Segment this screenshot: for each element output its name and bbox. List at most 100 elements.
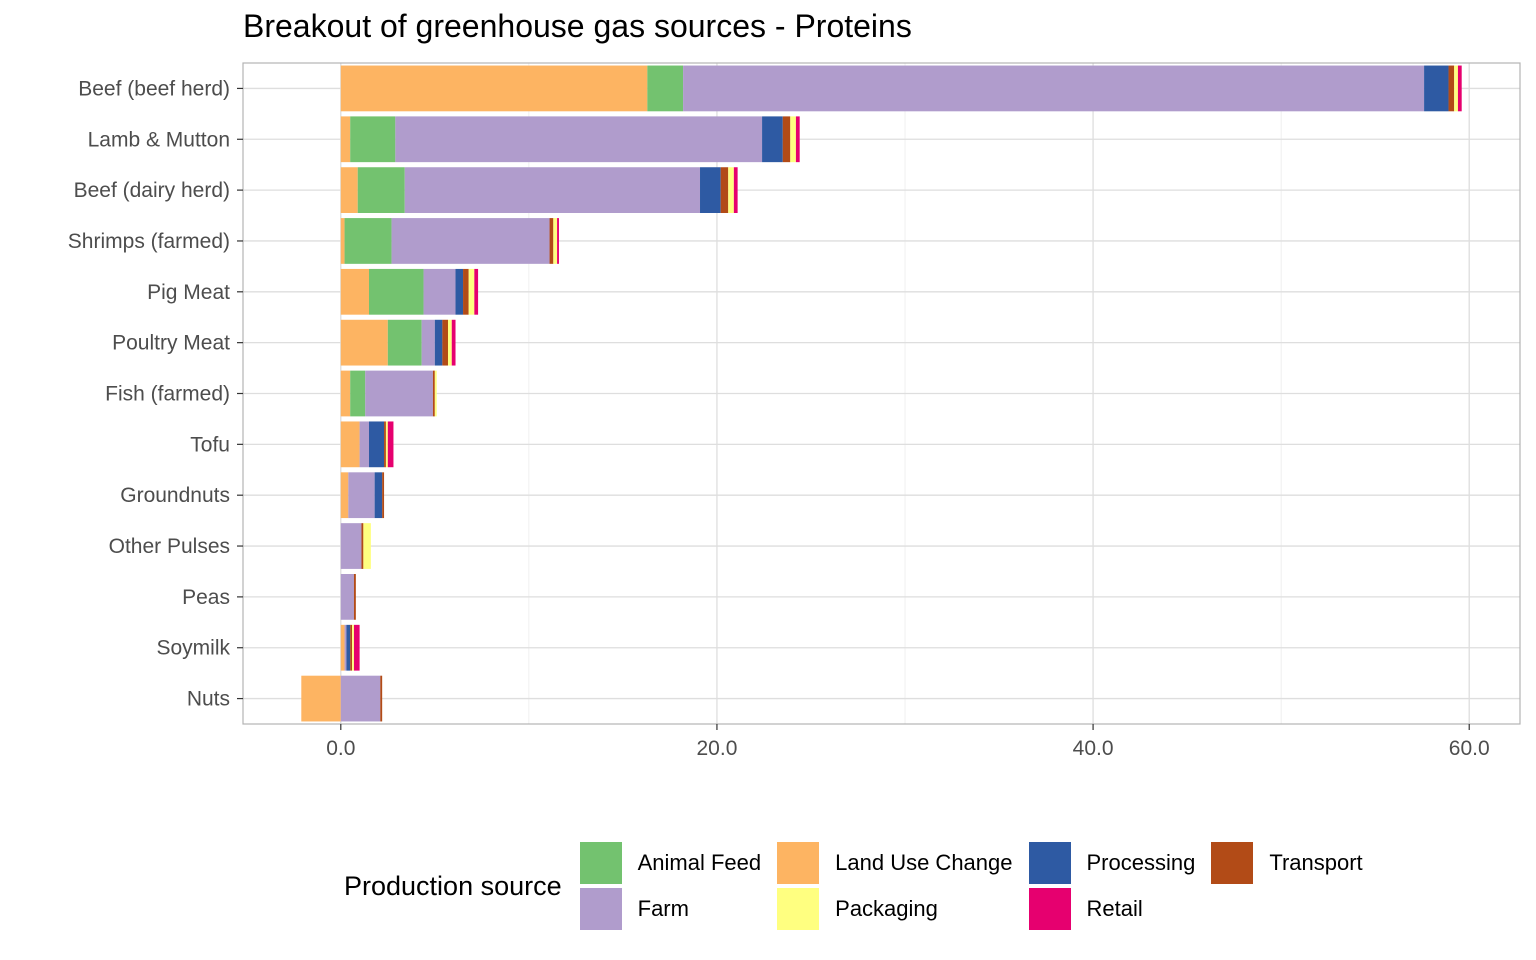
- bar-segment: [647, 65, 684, 112]
- legend-item: Processing: [1028, 840, 1196, 886]
- legend-item: Land Use Change: [777, 840, 1013, 886]
- y-tick-label: Soymilk: [156, 637, 230, 660]
- bar-segment: [557, 218, 559, 264]
- legend-label: Transport: [1269, 850, 1363, 875]
- bar-segment: [340, 523, 362, 569]
- bar-segment: [346, 624, 351, 671]
- chart-title: Breakout of greenhouse gas sources - Pro…: [243, 8, 912, 44]
- bar-segment: [340, 675, 381, 722]
- legend: Production source Animal Feed Farm Land …: [344, 838, 1363, 934]
- bar-segment: [348, 472, 375, 519]
- legend-swatch: [1211, 842, 1254, 884]
- bar-segment: [344, 624, 347, 671]
- bar-segment: [369, 421, 385, 468]
- bar-segment: [549, 218, 554, 264]
- legend-items: Animal Feed Farm Land Use Change Packagi…: [579, 840, 1363, 932]
- bar-segment: [421, 319, 435, 366]
- bar-segment: [728, 167, 734, 213]
- bar-segment: [700, 167, 721, 213]
- bar-segment: [382, 472, 385, 519]
- bar-segment: [374, 472, 383, 519]
- bar-segment: [357, 167, 405, 213]
- legend-label: Land Use Change: [835, 850, 1013, 875]
- x-axis-labels: 0.0 20.0 40.0 60.0: [326, 724, 1490, 760]
- bar-segment: [1454, 65, 1458, 112]
- bar-segment: [353, 574, 356, 620]
- bar-segment: [340, 65, 648, 112]
- y-tick-label: Peas: [182, 586, 230, 609]
- bar-segment: [340, 421, 360, 468]
- bar-segment: [795, 116, 800, 163]
- legend-label: Farm: [637, 896, 689, 921]
- bar-segment: [474, 268, 479, 315]
- bar-segment: [455, 268, 464, 315]
- legend-swatch: [579, 842, 622, 884]
- y-tick-label: Lamb & Mutton: [88, 128, 230, 151]
- legend-item: Packaging: [777, 886, 1012, 932]
- y-tick-label: Shrimps (farmed): [68, 230, 230, 253]
- bar-segment: [447, 319, 452, 366]
- bar-segment: [363, 523, 371, 569]
- bar-segment: [387, 421, 394, 468]
- y-axis-labels: Beef (beef herd) Lamb & Mutton Beef (dairy…: [68, 77, 243, 711]
- legend-title: Production source: [344, 870, 562, 901]
- legend-swatch: [579, 888, 622, 930]
- x-tick-label: 60.0: [1449, 737, 1490, 760]
- x-tick-label: 40.0: [1073, 737, 1114, 760]
- bar-segment: [340, 370, 351, 417]
- legend-swatch: [777, 842, 820, 884]
- bar-segment: [1424, 65, 1449, 112]
- bar-segment: [553, 218, 558, 264]
- bar-segment: [432, 370, 435, 417]
- bar-segment: [1448, 65, 1455, 112]
- bar-segment: [1457, 65, 1462, 112]
- legend-label: Processing: [1086, 850, 1196, 875]
- bar-segment: [434, 370, 437, 417]
- bar-segment: [387, 319, 422, 366]
- bar-segment: [395, 116, 763, 163]
- legend-item: Animal Feed: [579, 840, 762, 886]
- chart-plot: Beef (beef herd) Lamb & Mutton Beef (dairy…: [68, 62, 1521, 760]
- bar-segment: [301, 675, 341, 722]
- legend-swatch: [1028, 842, 1071, 884]
- bar-segment: [463, 268, 469, 315]
- bar-segment: [340, 574, 354, 620]
- legend-label: Retail: [1086, 896, 1143, 921]
- bar-segment: [350, 624, 353, 671]
- bar-segment: [451, 319, 456, 366]
- x-tick-label: 0.0: [326, 737, 355, 760]
- bar-segment: [790, 116, 796, 163]
- bar-segment: [468, 268, 475, 315]
- bar-segment: [720, 167, 729, 213]
- y-tick-label: Pig Meat: [147, 281, 230, 304]
- bar-segment: [340, 624, 345, 671]
- legend-swatch: [1028, 888, 1071, 930]
- legend-label: Animal Feed: [637, 850, 762, 875]
- legend-item: Transport: [1211, 840, 1363, 886]
- bar-segment: [384, 421, 386, 468]
- y-tick-label: Nuts: [187, 688, 230, 711]
- bar-segment: [365, 370, 433, 417]
- y-tick-label: Poultry Meat: [112, 332, 230, 355]
- y-tick-label: Groundnuts: [120, 484, 230, 507]
- bar-segment: [369, 268, 424, 315]
- bar-segment: [350, 370, 366, 417]
- y-tick-label: Other Pulses: [109, 535, 230, 558]
- bar-segment: [385, 421, 388, 468]
- bar-segment: [350, 116, 396, 163]
- bar-segment: [733, 167, 738, 213]
- bar-segment: [380, 675, 383, 722]
- legend-swatch: [777, 888, 820, 930]
- y-tick-label: Tofu: [190, 433, 230, 456]
- bar-segment: [762, 116, 783, 163]
- bar-segment: [340, 268, 370, 315]
- bar-segment: [340, 319, 388, 366]
- bar-segment: [340, 472, 349, 519]
- y-tick-label: Beef (dairy herd): [74, 179, 230, 202]
- bar-segment: [782, 116, 791, 163]
- bar-segment: [361, 523, 364, 569]
- x-tick-label: 20.0: [697, 737, 738, 760]
- bar-segment: [391, 218, 550, 264]
- legend-item: Retail: [1028, 886, 1196, 932]
- bar-segment: [683, 65, 1425, 112]
